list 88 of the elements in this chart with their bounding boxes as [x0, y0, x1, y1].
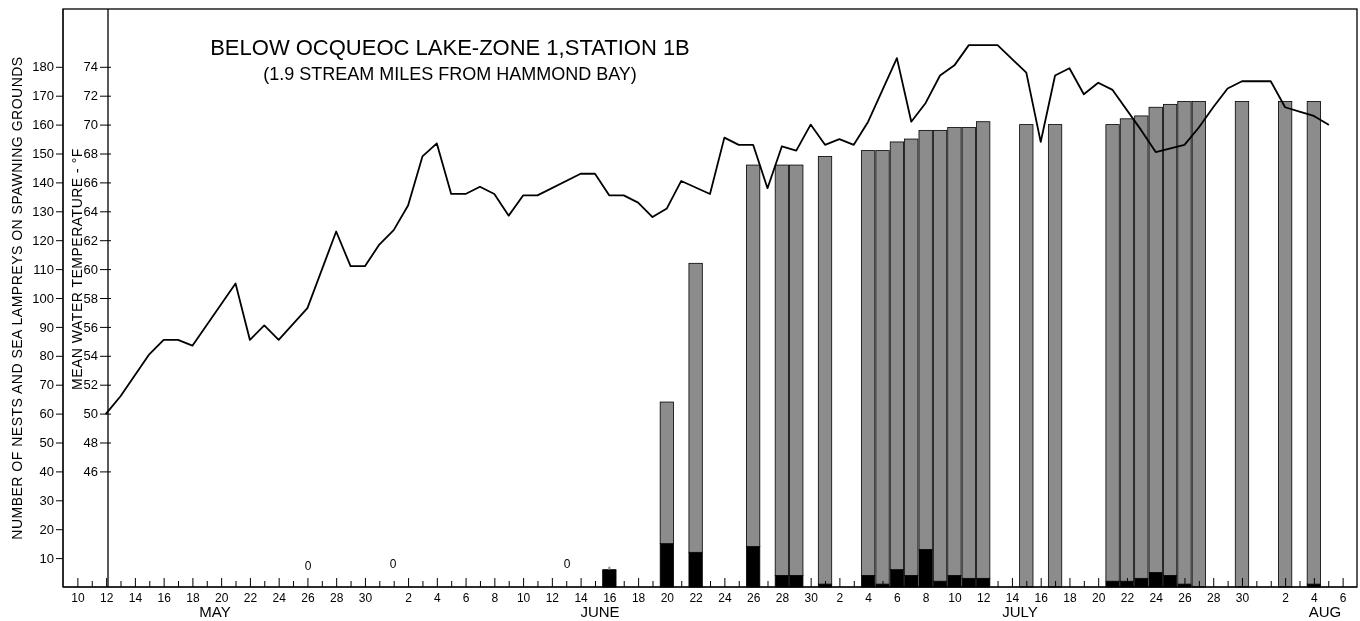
y2-tick-label: 74: [83, 59, 98, 75]
y-tick-label: 50: [39, 435, 54, 451]
y-tick-label: 60: [39, 406, 54, 422]
x-tick-label: 22: [689, 590, 704, 605]
x-tick-label: 24: [1149, 590, 1164, 605]
x-tick-label: 22: [1120, 590, 1135, 605]
x-tick-label: 28: [775, 590, 790, 605]
y-axis-title: NUMBER OF NESTS AND SEA LAMPREYS ON SPAWNING GROUNDS: [9, 56, 25, 540]
x-tick-label: 2: [836, 590, 844, 605]
y-tick-label: 20: [39, 521, 54, 537]
x-tick-label: 14: [1005, 590, 1020, 605]
x-tick-label: 24: [272, 590, 287, 605]
y2-tick-label: 46: [83, 464, 98, 480]
text: JUNE: [580, 603, 620, 620]
x-tick-label: 4: [1311, 590, 1319, 605]
y2-tick-label: 72: [83, 88, 98, 104]
x-tick-label: 12: [99, 590, 114, 605]
y2-tick-label: 70: [83, 117, 98, 133]
text: AUG: [1308, 603, 1342, 620]
text: (1.9 STREAM MILES FROM HAMMOND BAY): [263, 64, 637, 84]
x-tick-label: 8: [922, 590, 930, 605]
y-tick-label: 80: [39, 348, 54, 364]
x-tick-label: 30: [804, 590, 819, 605]
text: BELOW OCQUEOC LAKE-ZONE 1,STATION 1B: [210, 35, 690, 60]
y2-tick-label: 68: [83, 146, 98, 162]
x-tick-label: 6: [462, 590, 470, 605]
x-tick-label: 2: [405, 590, 413, 605]
x-tick-label: 8: [491, 590, 499, 605]
annotation: 0: [304, 559, 312, 573]
x-tick-label: 4: [865, 590, 873, 605]
x-tick-label: 24: [718, 590, 732, 605]
x-tick-label: 14: [128, 590, 143, 605]
y-tick-label: 150: [32, 146, 54, 162]
x-tick-label: 10: [516, 590, 531, 605]
x-tick-label: 28: [1207, 590, 1221, 605]
y2-tick-label: 56: [83, 319, 98, 335]
x-tick-label: 20: [1092, 590, 1106, 605]
x-tick-label: 26: [746, 590, 761, 605]
x-tick-label: 10: [948, 590, 962, 605]
x-tick-label: 28: [330, 590, 344, 605]
x-tick-label: 12: [977, 590, 991, 605]
text: MAY: [199, 603, 231, 620]
y-tick-label: 130: [32, 203, 54, 219]
y-tick-label: 90: [39, 319, 54, 335]
x-tick-label: 20: [660, 590, 675, 605]
y2-tick-label: 64: [83, 203, 98, 219]
x-tick-label: 18: [186, 590, 200, 605]
y-tick-label: 110: [33, 261, 54, 277]
x-tick-label: 10: [71, 590, 85, 605]
y-tick-label: 70: [39, 377, 54, 393]
y2-tick-label: 54: [83, 348, 98, 364]
x-tick-label: 16: [157, 590, 172, 605]
y2-tick-label: 58: [83, 290, 98, 306]
x-tick-label: 18: [631, 590, 646, 605]
y2-tick-label: 50: [83, 406, 98, 422]
annotation: 0: [389, 557, 397, 571]
y-tick-label: 40: [39, 464, 54, 480]
y-tick-label: 100: [32, 290, 54, 306]
x-tick-label: 20: [214, 590, 229, 605]
annotation: 0: [563, 557, 571, 571]
x-tick-label: 14: [574, 590, 589, 605]
x-tick-label: 30: [358, 590, 373, 605]
y-tick-label: 30: [39, 492, 54, 508]
x-tick-label: 26: [1178, 590, 1192, 605]
x-tick-label: 6: [1339, 590, 1347, 605]
x-tick-label: 18: [1063, 590, 1077, 605]
x-tick-label: 6: [894, 590, 902, 605]
text: JULY: [1002, 603, 1038, 620]
x-tick-label: 2: [1282, 590, 1290, 605]
y2-tick-label: 62: [83, 232, 98, 248]
x-tick-label: 26: [301, 590, 315, 605]
y2-tick-label: 52: [83, 377, 98, 393]
y2-tick-label: 48: [83, 435, 98, 451]
x-tick-label: 16: [603, 590, 617, 605]
y-tick-label: 170: [32, 88, 54, 104]
y-tick-label: 180: [32, 59, 54, 75]
y2-axis-title: MEAN WATER TEMPERATURE - °F: [69, 148, 85, 391]
x-tick-label: 4: [433, 590, 441, 605]
y2-tick-label: 66: [83, 175, 98, 191]
y-tick-label: 120: [32, 232, 54, 248]
x-tick-label: 12: [545, 590, 560, 605]
y2-tick-label: 60: [83, 261, 98, 277]
x-tick-label: 16: [1034, 590, 1049, 605]
x-tick-label: 22: [243, 590, 258, 605]
y-tick-label: 10: [39, 550, 54, 566]
x-tick-label: 30: [1235, 590, 1250, 605]
y-tick-label: 140: [32, 175, 54, 191]
y-tick-label: 160: [32, 117, 54, 133]
